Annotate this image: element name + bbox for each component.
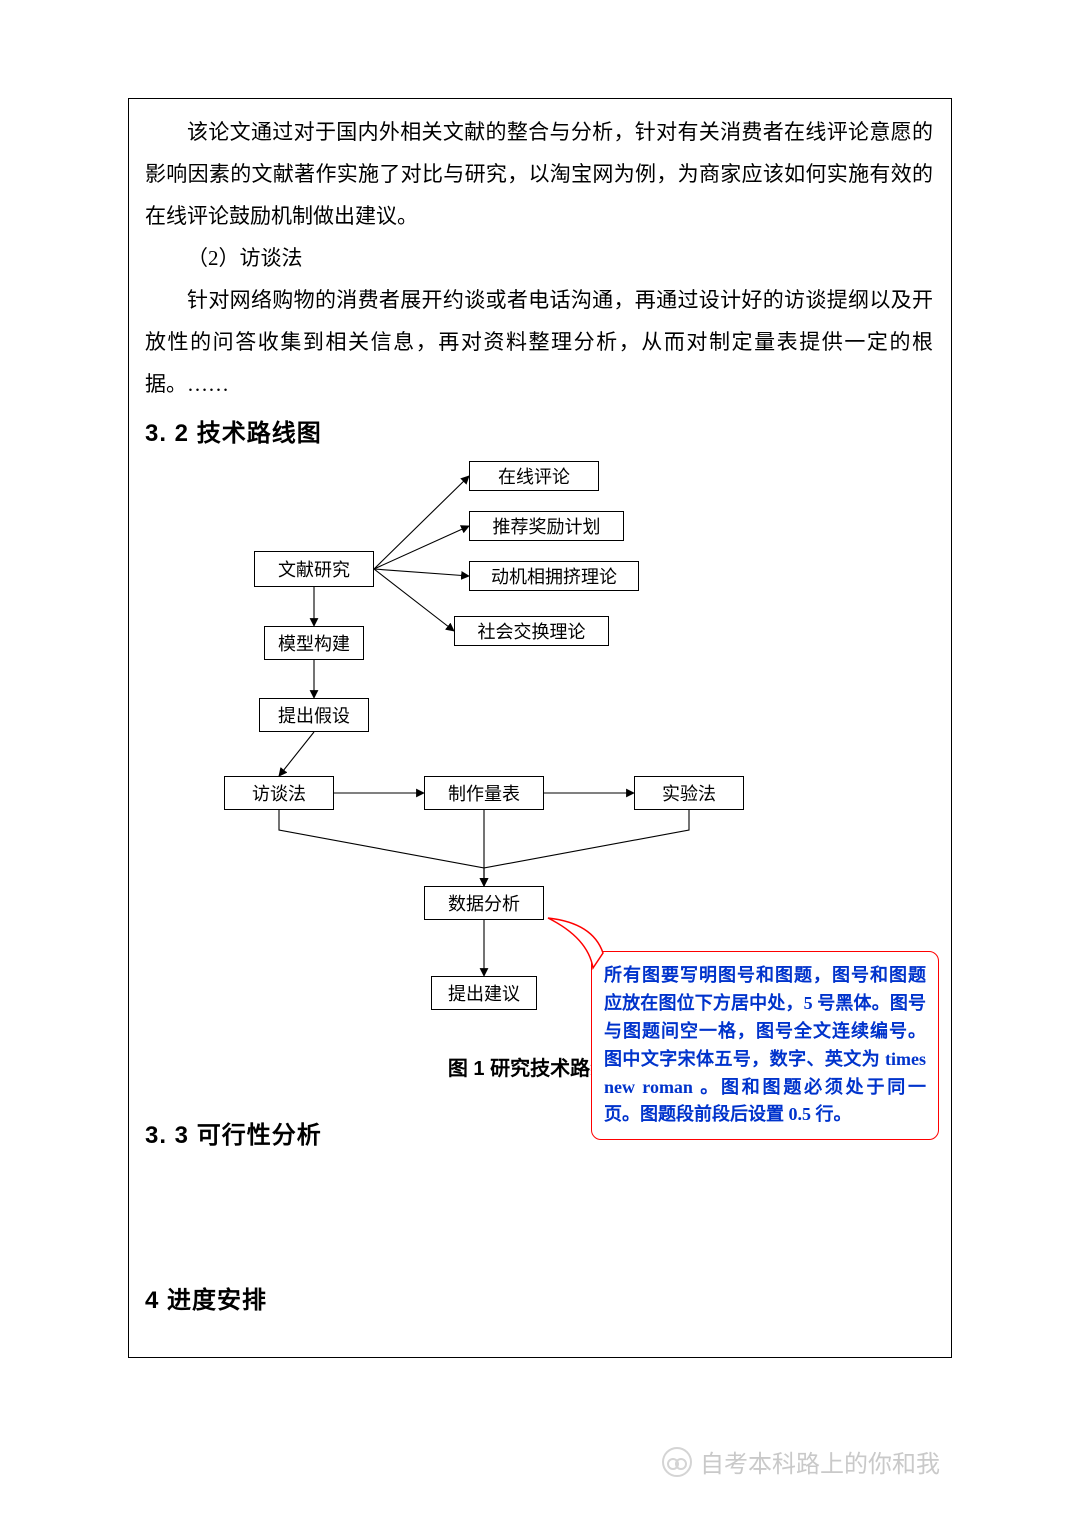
flow-node-scale: 制作量表 (424, 776, 544, 810)
flow-edge-lit-t1 (374, 476, 469, 569)
flow-node-t2: 推荐奖励计划 (469, 511, 624, 541)
heading-4: 4 进度安排 (145, 1280, 933, 1315)
flow-node-t1: 在线评论 (469, 461, 599, 491)
flow-edge-lit-t2 (374, 526, 469, 569)
paragraph-1: 该论文通过对于国内外相关文献的整合与分析，针对有关消费者在线评论意愿的影响因素的… (145, 111, 933, 237)
heading-3-2: 3. 2 技术路线图 (145, 413, 933, 448)
flow-node-interv: 访谈法 (224, 776, 334, 810)
watermark: 自考本科路上的你和我 (662, 1444, 940, 1479)
annotation-callout-text: 所有图要写明图号和图题，图号和图题应放在图位下方居中处，5 号黑体。图号与图题间… (604, 965, 926, 1124)
flow-node-exp: 实验法 (634, 776, 744, 810)
flow-node-t3: 动机相拥挤理论 (469, 561, 639, 591)
paragraph-2-label: （2）访谈法 (145, 237, 933, 279)
flow-node-lit: 文献研究 (254, 551, 374, 587)
flow-edge-exp-data (484, 810, 689, 886)
flow-edge-interv-data (279, 810, 484, 886)
callout-tail-icon (543, 913, 613, 973)
flow-node-t4: 社会交换理论 (454, 616, 609, 646)
flow-node-data: 数据分析 (424, 886, 544, 920)
page-frame: 该论文通过对于国内外相关文献的整合与分析，针对有关消费者在线评论意愿的影响因素的… (128, 98, 952, 1358)
annotation-callout: 所有图要写明图号和图题，图号和图题应放在图位下方居中处，5 号黑体。图号与图题间… (591, 951, 939, 1140)
watermark-text: 自考本科路上的你和我 (700, 1444, 940, 1479)
flow-node-sugg: 提出建议 (431, 976, 537, 1010)
flow-edge-lit-t4 (374, 569, 454, 631)
wechat-icon (662, 1447, 692, 1477)
flow-edge-lit-t3 (374, 569, 469, 576)
flow-node-model: 模型构建 (264, 626, 364, 660)
flow-edge-hyp-interv (279, 732, 314, 776)
paragraph-3: 针对网络购物的消费者展开约谈或者电话沟通，再通过设计好的访谈提纲以及开放性的问答… (145, 279, 933, 405)
flow-node-hyp: 提出假设 (259, 698, 369, 732)
